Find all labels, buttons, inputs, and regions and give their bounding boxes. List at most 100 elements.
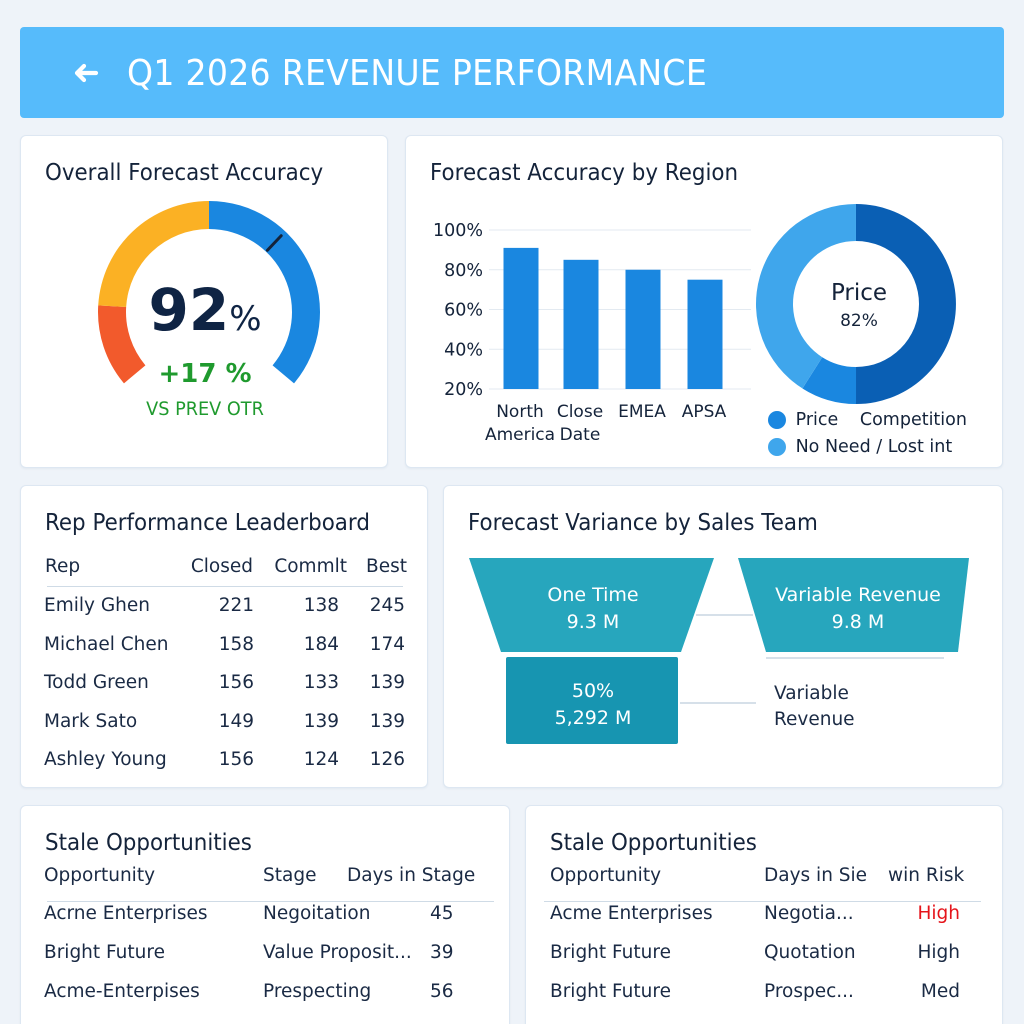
row-value-cell: 139 [303,710,339,732]
row-name-cell: Michael Chen [44,633,169,655]
side-label-line2: Revenue [774,709,855,730]
card-title: Overall Forecast Accuracy [45,160,324,186]
row-name-cell: Emily Ghen [44,595,150,616]
row-value-cell: 174 [369,633,405,655]
column-header: Opportunity [550,865,662,886]
legend-row-2: No Need / Lost int [768,437,952,457]
row-value-cell: 39 [430,942,454,963]
row-value-cell: 156 [218,672,254,693]
row-value-cell: Negotia... [764,903,854,924]
row-name-cell: Bright Future [44,942,165,963]
y-tick-label: 20% [444,380,483,400]
row-value-cell: 133 [303,672,339,693]
overall-accuracy-card: Overall Forecast Accuracy 92% +17 % VS P… [20,135,388,468]
box-label: 50% [572,680,614,702]
row-name-cell: Acrne Enterprises [44,903,208,924]
y-tick-label: 100% [433,221,483,241]
y-tick-label: 60% [444,301,483,321]
region-accuracy-card: Forecast Accuracy by Region 100% 80% 60% 40… [405,135,1003,468]
x-tick-label: Date [560,425,601,445]
column-header: Days in Sie [764,865,868,886]
row-value-cell: 149 [218,710,254,732]
x-tick-label: Close [557,402,603,422]
bar-3[interactable] [687,279,723,389]
variance-box[interactable] [506,657,678,744]
accuracy-gauge [98,201,321,384]
row-value-cell: 139 [369,672,405,693]
donut-slice-1[interactable] [802,357,856,404]
stale-table-2: Opportunity Days in Sie win Risk Acme Enter… [526,806,1004,1024]
row-name-cell: Mark Sato [44,710,138,732]
accuracy-value: 92% [21,276,389,344]
column-header: Opportunity [44,865,156,886]
legend-dot-no-need [768,438,786,456]
funnel-right-value: 9.8 M [832,611,885,633]
row-value-cell: 221 [218,595,254,616]
row-value-cell: 126 [369,749,405,770]
row-name-cell: Ashley Young [44,749,167,770]
funnel-right-shape[interactable] [738,558,969,652]
column-header: Closed [190,556,253,577]
column-header: win Risk [888,865,965,886]
gauge-segment-high [209,201,321,384]
legend-row-1: Price Competition [768,410,967,430]
row-value-cell: Quotation [764,942,856,963]
accuracy-delta: +17 % [158,359,252,389]
donut-center-value: 82% [840,311,878,331]
box-value: 5,292 M [555,707,632,729]
row-name-cell: Acme-Enterpises [44,981,200,1002]
bar-1[interactable] [563,259,599,389]
accuracy-delta-label: VS PREV OTR [146,398,264,420]
legend-label-competition: Competition [859,410,967,430]
funnel-left-shape[interactable] [469,558,714,652]
gauge-segment-mid [98,201,209,308]
legend-dot-price [768,411,786,429]
page-title: Q1 2026 REVENUE PERFORMANCE [127,53,708,94]
back-button[interactable] [70,59,102,87]
header-divider [544,901,981,902]
column-header: Days in Stage [347,865,476,886]
column-header: Commlt [274,556,347,577]
donut-slice-0[interactable] [856,204,956,404]
y-tick-label: 80% [444,261,483,281]
variance-card: Forecast Variance by Sales Team One Time… [443,485,1003,788]
bar-0[interactable] [503,247,539,389]
leaderboard-card: Rep Performance Leaderboard Rep Closed Com… [20,485,428,788]
column-header: Rep [45,556,81,577]
row-value-cell: 158 [218,633,254,655]
column-header: Best [366,556,407,577]
row-value-cell: 56 [430,981,454,1002]
accuracy-unit: % [229,299,262,339]
card-title: Stale Opportunities [45,830,252,856]
donut-center-label: Price [831,280,887,306]
funnel-right-label: Variable Revenue [775,584,941,606]
arrow-left-icon [74,63,99,83]
header-divider [47,901,494,902]
stale-opportunities-card-2: Stale Opportunities Opportunity Days in S… [525,805,1003,1024]
row-value-cell: 245 [369,595,405,616]
accuracy-number: 92 [148,276,230,344]
row-value-cell: 184 [303,633,339,655]
row-value-cell: Prospec... [764,981,854,1002]
column-header: Stage [263,865,317,886]
card-title: Forecast Variance by Sales Team [468,510,818,536]
row-value-cell: High [917,942,960,963]
card-title: Rep Performance Leaderboard [45,510,370,536]
x-tick-label: EMEA [618,402,666,422]
x-tick-label: North [496,402,544,422]
bar-2[interactable] [625,269,661,389]
funnel-left-value: 9.3 M [567,611,620,633]
loss-reason-donut: Price 82% [756,204,956,404]
card-title: Forecast Accuracy by Region [430,160,739,186]
legend-label-no-need: No Need / Lost int [795,437,953,457]
gauge-marker [265,234,283,252]
row-value-cell: Value Proposit... [263,942,412,963]
row-value-cell: 156 [218,749,254,770]
row-name-cell: Bright Future [550,981,671,1002]
leaderboard-table: Rep Closed Commlt Best Emily Ghen 221 138 245 Mi… [21,486,429,789]
row-name-cell: Bright Future [550,942,671,963]
donut-slice-2[interactable] [756,204,856,389]
row-value-cell: 139 [369,710,405,732]
header-divider [47,586,403,587]
